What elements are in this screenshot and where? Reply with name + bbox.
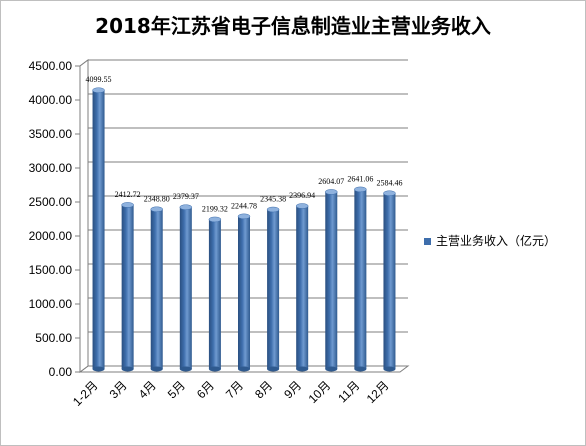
bar-base [208, 366, 221, 372]
bar-base [325, 366, 338, 372]
bar-base [354, 366, 367, 372]
data-label: 2641.06 [347, 174, 373, 183]
bar-base [238, 366, 250, 372]
bar [267, 209, 280, 369]
y-tick-label: 500.00 [35, 331, 72, 345]
data-label: 2412.72 [115, 190, 141, 199]
x-tick-label: 12月 [364, 378, 392, 406]
x-tick-label: 5月 [165, 378, 188, 401]
y-tick-label: 2500.00 [29, 195, 73, 209]
bar [208, 219, 221, 369]
data-label: 2604.07 [318, 177, 344, 186]
bar-base [121, 366, 134, 372]
legend-swatch [424, 238, 431, 245]
x-tick-label: 6月 [194, 378, 217, 401]
y-tick-label: 4000.00 [29, 93, 73, 107]
bar-base [267, 366, 280, 372]
x-tick-label: 7月 [223, 378, 246, 401]
y-tick-label: 3000.00 [29, 161, 73, 175]
data-label: 2348.80 [144, 194, 170, 203]
x-tick-label: 3月 [107, 378, 130, 401]
x-tick-label: 4月 [136, 378, 159, 401]
bar [121, 204, 134, 369]
data-label: 2396.94 [289, 191, 315, 200]
bar-top [150, 206, 163, 213]
bar-top [383, 190, 396, 197]
y-tick-label: 1000.00 [29, 297, 73, 311]
bar [92, 90, 105, 370]
bar-base [179, 366, 192, 372]
x-tick-label: 8月 [252, 378, 275, 401]
x-tick-label: 10月 [306, 378, 334, 406]
x-tick-label: 1-2月 [70, 378, 101, 409]
bar-top [354, 186, 367, 193]
data-label: 2244.78 [231, 201, 257, 210]
x-tick-label: 11月 [335, 378, 362, 405]
y-tick-label: 4500.00 [29, 59, 73, 73]
bar-base [296, 366, 309, 372]
bar-top [179, 204, 193, 210]
data-label: 2345.38 [260, 195, 286, 204]
y-tick-label: 3500.00 [29, 127, 73, 141]
bar-top [325, 189, 338, 195]
bar-top [295, 203, 309, 209]
chart-title: 2018年江苏省电子信息制造业主营业务收入 [95, 14, 491, 38]
bar [238, 216, 250, 369]
legend-label: 主营业务收入（亿元） [436, 233, 556, 248]
data-label: 4099.55 [86, 75, 112, 84]
bar-top [121, 202, 134, 208]
bar-top [266, 206, 280, 213]
y-tick-label: 0.00 [49, 365, 73, 379]
x-tick-label: 9月 [281, 378, 304, 401]
bar [296, 206, 309, 369]
bar [383, 193, 396, 369]
data-label: 2584.46 [376, 178, 402, 187]
bar-top [208, 216, 222, 223]
bar [325, 191, 338, 369]
bar [150, 209, 163, 369]
y-tick-label: 2000.00 [29, 229, 73, 243]
data-label: 2199.32 [202, 204, 228, 213]
bar-base [92, 366, 105, 372]
bar-base [150, 366, 163, 372]
bar-top [92, 87, 105, 93]
bar [179, 207, 192, 369]
y-axis-side-wall [79, 59, 89, 373]
bar-top [237, 213, 251, 220]
data-label: 2379.37 [173, 192, 199, 201]
bar [354, 189, 367, 369]
y-tick-label: 1500.00 [29, 263, 73, 277]
bar-base [383, 366, 396, 372]
